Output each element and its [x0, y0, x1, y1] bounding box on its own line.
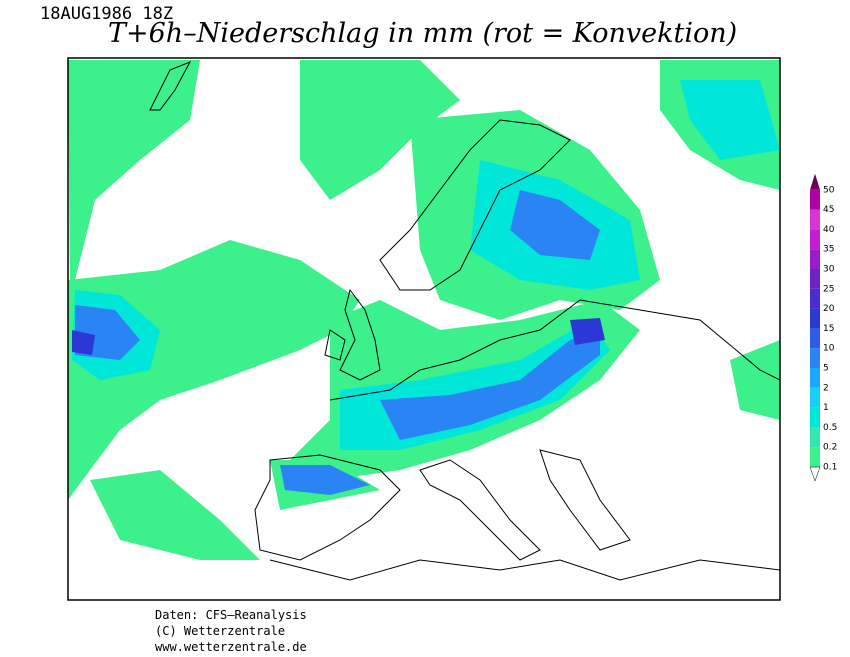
- legend-swatch: [810, 328, 820, 349]
- coastline: [379, 119, 571, 291]
- legend-swatch: [810, 407, 820, 428]
- coastline: [329, 299, 780, 401]
- legend-label: 0.1: [823, 463, 837, 473]
- coastline: [149, 61, 192, 111]
- legend-label: 35: [823, 245, 834, 255]
- precipitation: [68, 60, 780, 560]
- legend-label: 10: [823, 344, 835, 354]
- rain-area: [510, 190, 600, 260]
- footer-line: Daten: CFS–Reanalysis: [155, 608, 307, 622]
- legend-label: 30: [823, 265, 835, 275]
- legend-label: 20: [823, 304, 835, 314]
- coastline: [539, 449, 631, 551]
- legend-swatch: [810, 427, 820, 448]
- legend-label: 5: [823, 364, 829, 374]
- legend-label: 15: [823, 324, 834, 334]
- coastline: [419, 459, 541, 561]
- legend-swatch: [810, 229, 820, 250]
- legend-label: 45: [823, 205, 834, 215]
- rain-area: [300, 60, 460, 200]
- legend-swatch: [810, 209, 820, 230]
- footer-line: www.wetterzentrale.de: [155, 640, 307, 654]
- legend-swatch: [810, 308, 820, 329]
- legend-label: 25: [823, 284, 834, 294]
- rain-area: [680, 80, 780, 160]
- legend-swatch: [810, 348, 820, 368]
- legend-swatch: [810, 249, 820, 269]
- rain-area: [570, 318, 605, 345]
- legend-swatch: [810, 387, 820, 408]
- legend-swatch: [810, 269, 820, 289]
- date: 18AUG1986 18Z: [40, 4, 174, 24]
- legend-swatch: [810, 288, 820, 309]
- footer-line: (C) Wetterzentrale: [155, 624, 286, 638]
- rain-area: [280, 465, 370, 495]
- legend-label: 40: [823, 225, 835, 235]
- legend-label: 0.5: [823, 423, 837, 433]
- rain-area: [90, 470, 260, 560]
- rain-area: [68, 240, 360, 500]
- legend-swatch: [810, 447, 820, 467]
- legend-cap: [809, 466, 821, 482]
- legend-label: 1: [823, 403, 829, 413]
- legend-cap: [810, 173, 820, 190]
- coastline: [254, 454, 401, 561]
- rain-area: [68, 60, 200, 300]
- legend-swatch: [810, 368, 820, 388]
- coastline: [339, 288, 381, 381]
- legend-label: 50: [823, 185, 835, 195]
- coastline: [269, 559, 780, 581]
- map-frame: [67, 57, 781, 601]
- title: T+6h–Niederschlag in mm (rot = Konvektio…: [108, 18, 738, 49]
- legend-label: 0.2: [823, 443, 837, 453]
- rain-area: [72, 330, 95, 355]
- legend-swatch: [810, 189, 820, 210]
- legend-label: 2: [823, 383, 829, 393]
- coastline: [324, 329, 346, 361]
- rain-area: [380, 330, 600, 440]
- rain-area: [730, 340, 780, 420]
- coastlines: [149, 61, 780, 581]
